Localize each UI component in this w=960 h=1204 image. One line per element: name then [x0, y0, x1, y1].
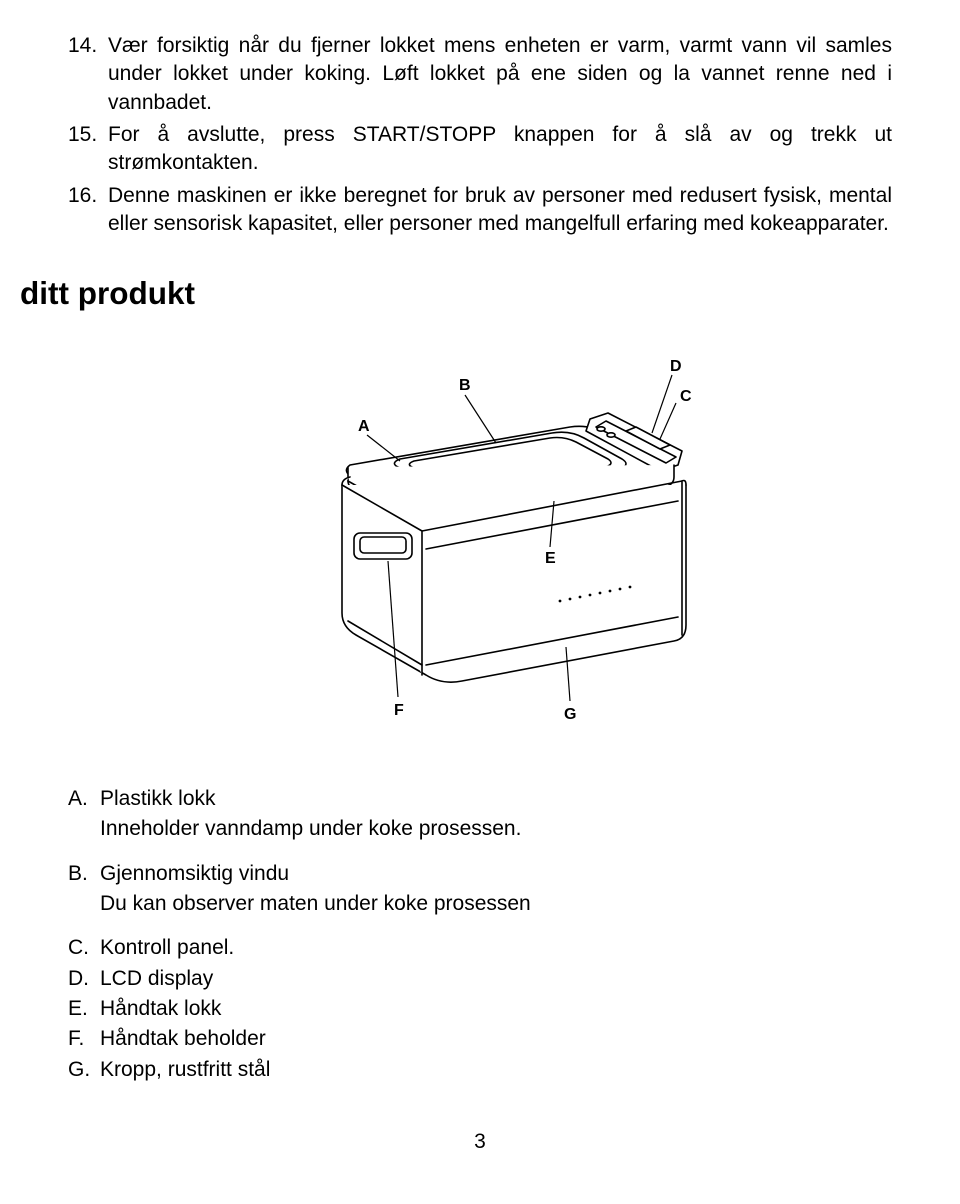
diagram-label-d: D [670, 358, 682, 375]
part-item: E. Håndtak lokk [68, 995, 892, 1023]
part-letter: F. [68, 1025, 100, 1053]
instruction-number: 16. [68, 182, 108, 239]
part-letter: B. [68, 860, 100, 888]
instruction-number: 14. [68, 32, 108, 117]
part-item: B. Gjennomsiktig vindu Du kan observer m… [68, 860, 892, 919]
diagram-label-b: B [459, 377, 471, 394]
part-letter: E. [68, 995, 100, 1023]
product-diagram: A B C D E F G [68, 335, 892, 745]
instruction-list: 14. Vær forsiktig når du fjerner lokket … [68, 32, 892, 238]
page-number: 3 [68, 1128, 892, 1156]
part-title: Kropp, rustfritt stål [100, 1056, 270, 1084]
part-item: D. LCD display [68, 965, 892, 993]
diagram-label-f: F [394, 702, 404, 719]
parts-list: A. Plastikk lokk Inneholder vanndamp und… [68, 785, 892, 1084]
diagram-label-g: G [564, 706, 576, 723]
part-item: G. Kropp, rustfritt stål [68, 1056, 892, 1084]
part-description: Du kan observer maten under koke prosess… [100, 890, 892, 918]
part-description: Inneholder vanndamp under koke prosessen… [100, 815, 892, 843]
part-title: LCD display [100, 965, 213, 993]
instruction-item: 15. For å avslutte, press START/STOPP kn… [68, 121, 892, 178]
part-letter: A. [68, 785, 100, 813]
diagram-label-c: C [680, 388, 692, 405]
instruction-item: 14. Vær forsiktig når du fjerner lokket … [68, 32, 892, 117]
diagram-label-a: A [358, 418, 370, 435]
instruction-number: 15. [68, 121, 108, 178]
part-item: A. Plastikk lokk Inneholder vanndamp und… [68, 785, 892, 844]
instruction-text: Vær forsiktig når du fjerner lokket mens… [108, 32, 892, 117]
part-title: Plastikk lokk [100, 785, 216, 813]
section-heading: ditt produkt [20, 272, 892, 315]
part-title: Gjennomsiktig vindu [100, 860, 289, 888]
part-letter: D. [68, 965, 100, 993]
part-letter: C. [68, 934, 100, 962]
part-title: Kontroll panel. [100, 934, 234, 962]
instruction-text: For å avslutte, press START/STOPP knappe… [108, 121, 892, 178]
instruction-text: Denne maskinen er ikke beregnet for bruk… [108, 182, 892, 239]
part-item: C. Kontroll panel. [68, 934, 892, 962]
part-item: F. Håndtak beholder [68, 1025, 892, 1053]
instruction-item: 16. Denne maskinen er ikke beregnet for … [68, 182, 892, 239]
part-title: Håndtak lokk [100, 995, 221, 1023]
diagram-label-e: E [545, 550, 556, 567]
part-title: Håndtak beholder [100, 1025, 266, 1053]
part-letter: G. [68, 1056, 100, 1084]
